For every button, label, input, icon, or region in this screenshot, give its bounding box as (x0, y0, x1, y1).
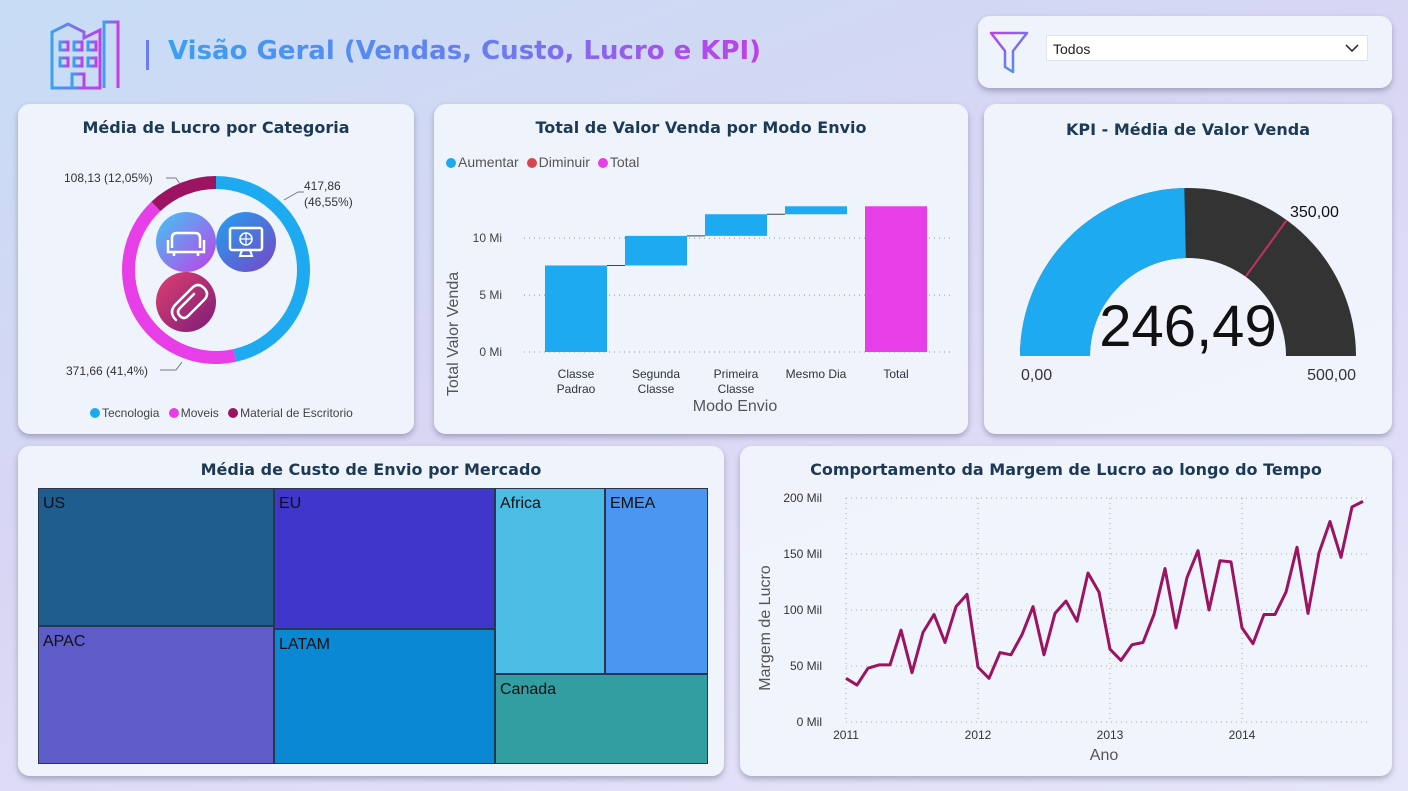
paperclip-icon (156, 272, 216, 332)
sofa-icon (156, 212, 216, 272)
treemap-cell-africa[interactable]: Africa (495, 488, 605, 674)
waterfall-ytick: 10 Mi (473, 231, 502, 245)
legend-dot-material (228, 408, 239, 418)
gauge-target-marker (1244, 219, 1288, 278)
line-xtick: 2012 (965, 728, 992, 742)
waterfall-xtick: Classe (638, 382, 675, 396)
filter-card: Todos (978, 16, 1392, 88)
donut-legend: Tecnologia Moveis Material de Escritorio (90, 406, 353, 420)
legend-dot-aumentar (446, 158, 456, 168)
waterfall-ylabel: Total Valor Venda (445, 272, 462, 396)
treemap-label-emea: EMEA (610, 495, 656, 512)
filter-icon (989, 31, 1029, 74)
legend-aumentar: Aumentar (458, 154, 519, 170)
treemap-cell-latam[interactable]: LATAM (274, 629, 495, 764)
gauge-chart: 246,49 0,00 500,00 350,00 (1020, 188, 1356, 384)
line-xtick: 2014 (1229, 728, 1256, 742)
treemap-cell-canada[interactable]: Canada (495, 674, 708, 764)
treemap-cell-apac[interactable]: APAC (38, 626, 274, 764)
treemap-card: Média de Custo de Envio por Mercado US E… (18, 446, 724, 776)
waterfall-legend: Aumentar Diminuir Total (446, 154, 639, 170)
treemap-label-africa: Africa (500, 495, 541, 512)
gauge-title: KPI - Média de Valor Venda (1065, 120, 1311, 139)
chevron-down-icon (1345, 44, 1359, 53)
donut-slice-tecnologia[interactable] (216, 176, 311, 362)
waterfall-xtick: Primeira (714, 367, 759, 381)
gauge-max: 500,00 (1307, 367, 1356, 384)
donut-chart: 417,86 (46,55%) 108,13 (12,05%) 371,66 (… (64, 171, 353, 378)
waterfall-xtick: Mesmo Dia (786, 367, 847, 381)
waterfall-xtick: Classe (558, 367, 595, 381)
page-title: Visão Geral (Vendas, Custo, Lucro e KPI) (168, 36, 762, 66)
line-ytick: 100 Mil (783, 603, 822, 617)
header-logo (48, 18, 124, 92)
legend-moveis: Moveis (180, 406, 219, 420)
treemap-cell-emea[interactable]: EMEA (605, 488, 708, 674)
waterfall-card: Total de Valor Venda por Modo Envio Aume… (434, 104, 968, 434)
gauge-value-arc (1020, 188, 1186, 356)
waterfall-xtick: Segunda (632, 367, 680, 381)
treemap-label-us: US (43, 495, 66, 512)
waterfall-bar[interactable] (705, 214, 767, 236)
line-ytick: 0 Mil (797, 715, 822, 729)
gauge-card: KPI - Média de Valor Venda 246,49 0,00 5… (984, 104, 1392, 434)
line-xtick: 2011 (833, 728, 859, 742)
treemap-cell-us[interactable]: US (38, 488, 274, 626)
treemap-label-latam: LATAM (279, 636, 330, 653)
factory-icon (50, 20, 120, 90)
treemap-label-canada: Canada (500, 681, 557, 698)
treemap-cell-eu[interactable]: EU (274, 488, 495, 629)
waterfall-bar[interactable] (625, 235, 687, 266)
donut-title: Média de Lucro por Categoria (82, 118, 350, 137)
treemap-label-apac: APAC (43, 633, 86, 650)
line-chart: Margem de Lucro Ano 0 Mil 50 Mil 100 Mil 15… (757, 491, 1370, 764)
gauge-min: 0,00 (1021, 367, 1052, 384)
line-ytick: 150 Mil (783, 547, 822, 561)
line-xtick: 2013 (1097, 728, 1124, 742)
legend-tecnologia: Tecnologia (102, 406, 160, 420)
line-ytick: 200 Mil (783, 491, 822, 505)
donut-slice-moveis[interactable] (122, 201, 237, 364)
waterfall-chart: Total Valor Venda Modo Envio 0 Mi 5 Mi 10 … (445, 206, 954, 415)
donut-card: Média de Lucro por Categoria 417,86 (18, 104, 414, 434)
waterfall-xtick: Classe (718, 382, 755, 396)
waterfall-xtick: Total (883, 367, 908, 381)
line-ylabel: Margem de Lucro (757, 565, 774, 690)
gauge-value: 246,49 (1099, 294, 1276, 359)
treemap-label-eu: EU (279, 495, 302, 512)
line-card: Comportamento da Margem de Lucro ao long… (740, 446, 1392, 776)
legend-dot-tecnologia (90, 408, 100, 418)
waterfall-bar[interactable] (545, 265, 607, 352)
monitor-icon (216, 212, 276, 272)
waterfall-bar[interactable] (865, 206, 927, 352)
legend-diminuir: Diminuir (538, 154, 590, 170)
gauge-target-label: 350,00 (1290, 204, 1339, 221)
donut-label-moveis: 371,66 (41,4%) (66, 364, 148, 378)
header-divider (146, 40, 149, 70)
market-filter-dropdown[interactable]: Todos (1046, 35, 1368, 61)
line-title: Comportamento da Margem de Lucro ao long… (810, 460, 1322, 479)
donut-label-tecnologia: 417,86 (304, 179, 341, 193)
waterfall-bar[interactable] (785, 206, 847, 215)
legend-total: Total (609, 154, 640, 170)
legend-dot-moveis (168, 408, 179, 418)
donut-label-tecnologia-pct: (46,55%) (304, 195, 353, 209)
donut-slice-material[interactable] (151, 176, 216, 212)
line-series-margem[interactable] (845, 500, 1364, 687)
legend-material: Material de Escritorio (240, 406, 353, 420)
legend-dot-diminuir (526, 158, 537, 168)
donut-label-material: 108,13 (12,05%) (64, 171, 153, 185)
waterfall-ytick: 0 Mi (479, 345, 502, 359)
line-ytick: 50 Mil (790, 659, 822, 673)
line-xlabel: Ano (1090, 747, 1119, 764)
treemap-title: Média de Custo de Envio por Mercado (200, 460, 542, 479)
filter-selected-value: Todos (1053, 41, 1091, 57)
waterfall-xlabel: Modo Envio (693, 398, 778, 415)
treemap-chart: US EU Africa EMEA APAC LATAM Canada (38, 488, 708, 764)
waterfall-xtick: Padrao (557, 382, 596, 396)
legend-dot-total (597, 158, 608, 168)
waterfall-ytick: 5 Mi (479, 288, 502, 302)
waterfall-title: Total de Valor Venda por Modo Envio (535, 118, 867, 137)
